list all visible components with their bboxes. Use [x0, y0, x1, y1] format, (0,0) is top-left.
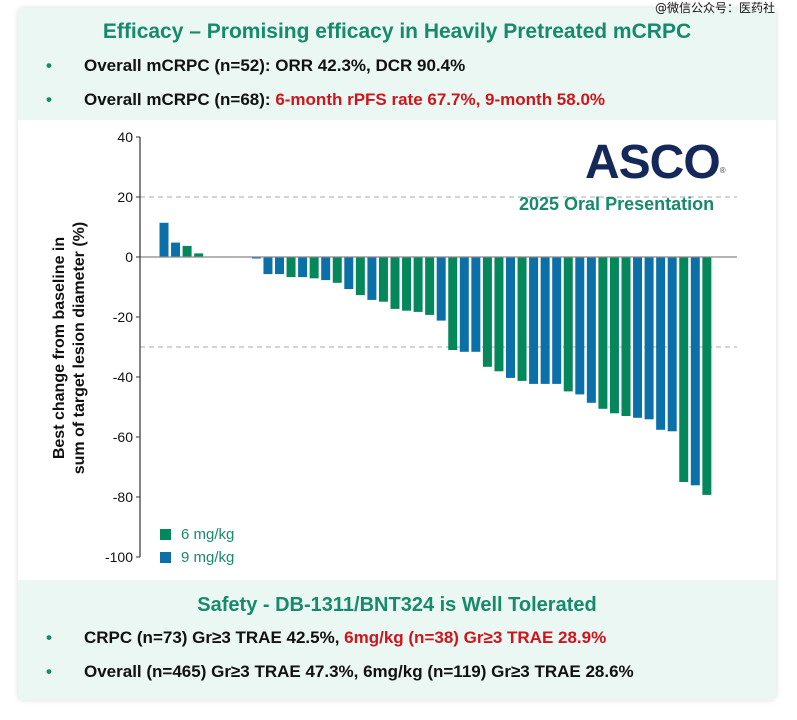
y-tick-label: 0 — [125, 249, 133, 265]
bar — [679, 257, 689, 482]
bar — [309, 257, 319, 279]
bar — [540, 257, 550, 384]
bar — [390, 257, 400, 309]
bar — [598, 257, 608, 409]
bar — [367, 257, 377, 300]
legend-6mg: 6 mg/kg — [160, 526, 234, 544]
bar — [263, 257, 273, 275]
bar — [413, 257, 423, 312]
bar — [251, 257, 261, 259]
bar — [506, 257, 515, 378]
safety-title: Safety - DB-1311/BNT324 is Well Tolerate… — [197, 594, 597, 616]
bar — [563, 257, 573, 392]
safety-bullet-2: • Overall (n=465) Gr≥3 TRAE 47.3%, 6mg/kg… — [46, 662, 634, 681]
y-tick-label: -40 — [113, 369, 133, 385]
bar — [344, 257, 354, 290]
bar — [332, 257, 342, 283]
bullet-dot: • — [46, 662, 52, 681]
bar — [690, 257, 700, 486]
bar — [656, 257, 666, 430]
bar — [621, 257, 631, 416]
bar — [425, 257, 435, 315]
y-tick-label: -80 — [113, 489, 133, 505]
bar — [378, 257, 388, 302]
bar — [552, 257, 562, 384]
y-tick-label: 20 — [117, 189, 133, 205]
efficacy-bullet-1: • Overall mCRPC (n=52): ORR 42.3%, DCR 90… — [46, 56, 466, 75]
watermark: @微信公众号：医药社 — [655, 1, 776, 15]
safety-bullet-1: • CRPC (n=73) Gr≥3 TRAE 42.5%, 6mg/kg (n=… — [46, 628, 607, 647]
bar — [275, 257, 284, 275]
bar — [459, 257, 469, 352]
bar — [667, 257, 677, 432]
safety-panel: Safety - DB-1311/BNT324 is Well Tolerate… — [18, 580, 776, 700]
bullet-dot: • — [46, 90, 52, 109]
bar — [436, 257, 446, 321]
bar — [482, 257, 492, 367]
y-axis-label: Best change from baseline in sum of targ… — [51, 221, 88, 475]
bar — [321, 257, 331, 281]
asco-logo: ASCO® — [585, 136, 726, 189]
bar — [609, 257, 619, 414]
y-tick-label: -20 — [113, 309, 133, 325]
oral-presentation-label: 2025 Oral Presentation — [519, 194, 715, 214]
bar — [298, 257, 308, 278]
bar — [286, 257, 296, 278]
bar — [471, 257, 481, 352]
legend-9mg: 9 mg/kg — [160, 549, 234, 567]
bar — [586, 257, 596, 403]
bar — [702, 257, 712, 495]
bar — [171, 242, 181, 257]
efficacy-bullet-2: • Overall mCRPC (n=68): 6-month rPFS rate… — [46, 90, 606, 109]
bar — [402, 257, 412, 311]
y-tick-label: -100 — [105, 549, 133, 565]
bar — [529, 257, 539, 384]
efficacy-title: Efficacy – Promising efficacy in Heavily… — [102, 20, 692, 43]
bar — [448, 257, 458, 350]
bar — [644, 257, 654, 420]
bar — [182, 245, 192, 257]
efficacy-panel: Efficacy – Promising efficacy in Heavily… — [18, 8, 776, 120]
bar — [633, 257, 643, 418]
bar — [517, 257, 527, 381]
legend-swatch-9mg — [160, 552, 171, 563]
y-tick-label: 40 — [117, 129, 133, 145]
legend-swatch-6mg — [160, 529, 171, 540]
bullet-dot: • — [46, 628, 52, 647]
bar — [194, 253, 204, 257]
bullet-dot: • — [46, 56, 52, 75]
bar — [355, 257, 365, 296]
bar — [575, 257, 585, 395]
y-tick-label: -60 — [113, 429, 133, 445]
bar — [159, 222, 169, 257]
bar — [494, 257, 504, 372]
